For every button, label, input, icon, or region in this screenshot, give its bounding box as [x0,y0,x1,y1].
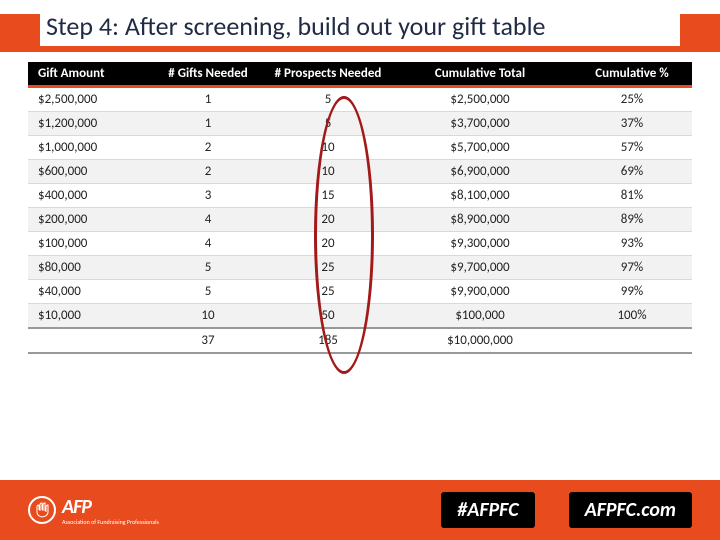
col-cumulative-total: Cumulative Total [388,62,572,87]
table-total-row: 37185$10,000,000 [28,328,692,353]
table-row: $1,200,00015$3,700,00037% [28,112,692,136]
footer-right: #AFPFC AFPFC.com [441,492,692,528]
logo-text: AFP [62,495,159,519]
table-body: $2,500,00015$2,500,00025% $1,200,00015$3… [28,87,692,354]
logo-text-block: AFP Association of Fundraising Professio… [62,495,159,525]
table-row: $400,000315$8,100,00081% [28,184,692,208]
afp-logo: AFP Association of Fundraising Professio… [28,495,159,525]
slide: Step 4: After screening, build out your … [0,0,720,540]
table-row: $10,0001050$100,000100% [28,304,692,329]
table-row: $600,000210$6,900,00069% [28,160,692,184]
table-row: $40,000525$9,900,00099% [28,280,692,304]
col-gift-amount: Gift Amount [28,62,148,87]
gift-table-wrap: Gift Amount # Gifts Needed # Prospects N… [28,62,692,354]
hashtag-pill: #AFPFC [441,492,534,528]
table-row: $80,000525$9,700,00097% [28,256,692,280]
hands-icon [28,496,56,524]
gift-table: Gift Amount # Gifts Needed # Prospects N… [28,62,692,354]
site-pill: AFPFC.com [569,492,692,528]
footer-bar: AFP Association of Fundraising Professio… [0,480,720,540]
table-row: $1,000,000210$5,700,00057% [28,136,692,160]
col-prospects-needed: # Prospects Needed [268,62,388,87]
col-gifts-needed: # Gifts Needed [148,62,268,87]
table-row: $100,000420$9,300,00093% [28,232,692,256]
table-row: $2,500,00015$2,500,00025% [28,87,692,112]
table-row: $200,000420$8,900,00089% [28,208,692,232]
logo-subtext: Association of Fundraising Professionals [62,519,159,525]
table-header-row: Gift Amount # Gifts Needed # Prospects N… [28,62,692,87]
col-cumulative-pct: Cumulative % [572,62,692,87]
page-title: Step 4: After screening, build out your … [40,10,680,46]
